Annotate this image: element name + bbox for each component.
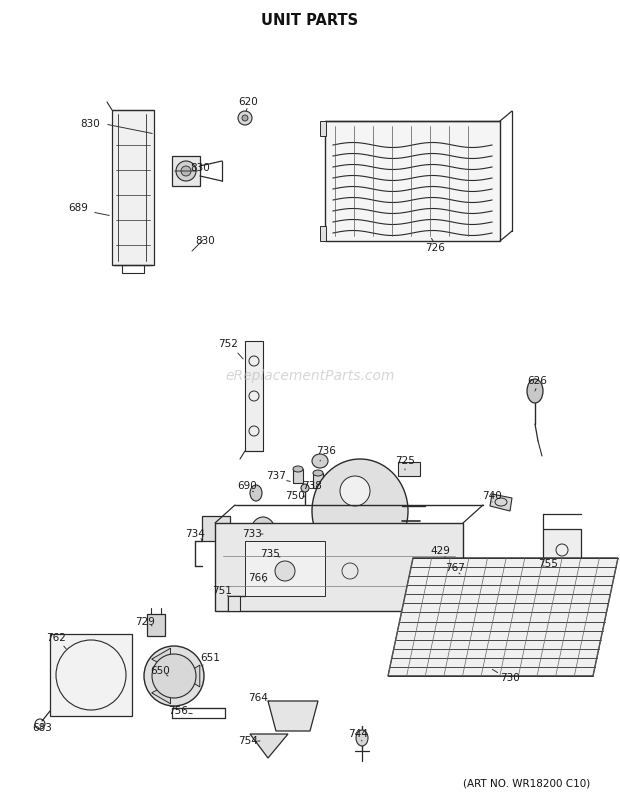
- Text: 762: 762: [46, 633, 66, 643]
- Text: 429: 429: [430, 546, 450, 556]
- Text: 737: 737: [266, 471, 286, 481]
- Text: 725: 725: [395, 456, 415, 466]
- Text: UNIT PARTS: UNIT PARTS: [262, 13, 358, 28]
- Text: 744: 744: [348, 729, 368, 739]
- Bar: [228, 596, 240, 611]
- Ellipse shape: [176, 161, 196, 181]
- Ellipse shape: [152, 654, 196, 698]
- Ellipse shape: [301, 484, 309, 492]
- Polygon shape: [250, 734, 288, 758]
- Text: 830: 830: [195, 236, 215, 246]
- Text: 626: 626: [527, 376, 547, 386]
- Bar: [310, 526, 410, 546]
- Ellipse shape: [255, 553, 271, 563]
- Ellipse shape: [167, 669, 181, 683]
- Bar: [398, 462, 420, 476]
- Bar: [320, 121, 326, 136]
- Bar: [245, 541, 325, 596]
- Text: 650: 650: [150, 666, 170, 676]
- Bar: [543, 529, 581, 571]
- Text: 689: 689: [68, 203, 88, 213]
- Ellipse shape: [453, 569, 467, 579]
- Text: 734: 734: [185, 529, 205, 539]
- Ellipse shape: [527, 379, 543, 403]
- Text: 683: 683: [32, 723, 52, 733]
- Ellipse shape: [293, 466, 303, 472]
- Text: 740: 740: [482, 491, 502, 501]
- Ellipse shape: [275, 561, 295, 581]
- Ellipse shape: [312, 454, 328, 468]
- Bar: [245, 341, 263, 451]
- Bar: [112, 110, 154, 265]
- Text: 651: 651: [200, 653, 220, 663]
- Ellipse shape: [313, 470, 323, 476]
- Text: 736: 736: [316, 446, 336, 456]
- Polygon shape: [182, 665, 200, 687]
- Ellipse shape: [181, 166, 191, 176]
- Text: (ART NO. WR18200 C10): (ART NO. WR18200 C10): [463, 778, 590, 788]
- Text: 754: 754: [238, 736, 258, 746]
- Text: 767: 767: [445, 563, 465, 573]
- Bar: [325, 121, 500, 241]
- Polygon shape: [268, 701, 318, 731]
- Ellipse shape: [312, 459, 408, 563]
- Ellipse shape: [156, 658, 192, 694]
- Text: 733: 733: [242, 529, 262, 539]
- Bar: [313, 473, 323, 488]
- Bar: [147, 614, 165, 636]
- Bar: [293, 469, 303, 483]
- Text: eReplacementParts.com: eReplacementParts.com: [225, 369, 395, 383]
- Polygon shape: [490, 494, 512, 511]
- Polygon shape: [152, 683, 171, 704]
- Ellipse shape: [356, 730, 368, 746]
- Text: 764: 764: [248, 693, 268, 703]
- Bar: [202, 516, 230, 541]
- Ellipse shape: [250, 485, 262, 501]
- Polygon shape: [388, 558, 618, 676]
- Text: 726: 726: [425, 243, 445, 253]
- Ellipse shape: [238, 111, 252, 125]
- Text: 755: 755: [538, 559, 558, 569]
- Ellipse shape: [144, 646, 204, 706]
- Text: 738: 738: [302, 481, 322, 491]
- Text: 729: 729: [135, 617, 155, 627]
- Text: 620: 620: [238, 97, 258, 107]
- Text: 730: 730: [500, 673, 520, 683]
- Text: 830: 830: [190, 163, 210, 173]
- Text: 690: 690: [237, 481, 257, 491]
- Text: 751: 751: [212, 586, 232, 596]
- Text: 756: 756: [168, 706, 188, 716]
- Text: 830: 830: [80, 119, 100, 129]
- Text: 750: 750: [285, 491, 305, 501]
- Ellipse shape: [242, 115, 248, 121]
- Text: 735: 735: [260, 549, 280, 559]
- Text: 752: 752: [218, 339, 238, 349]
- Ellipse shape: [251, 517, 275, 545]
- Bar: [172, 156, 200, 186]
- Bar: [215, 523, 463, 611]
- Bar: [50, 634, 132, 716]
- Ellipse shape: [340, 476, 370, 506]
- Polygon shape: [152, 648, 171, 669]
- Bar: [320, 226, 326, 241]
- Bar: [445, 544, 459, 558]
- Text: 766: 766: [248, 573, 268, 583]
